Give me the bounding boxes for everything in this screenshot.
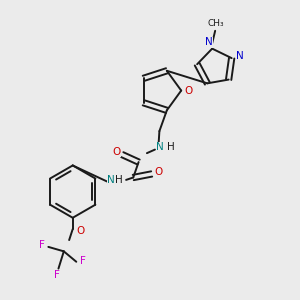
Text: N: N bbox=[205, 37, 212, 47]
Text: CH₃: CH₃ bbox=[207, 19, 224, 28]
Text: O: O bbox=[76, 226, 84, 236]
Text: O: O bbox=[112, 147, 120, 157]
Text: O: O bbox=[154, 167, 162, 177]
Text: O: O bbox=[184, 86, 193, 96]
Text: H: H bbox=[115, 176, 122, 185]
Text: N: N bbox=[107, 176, 115, 185]
Text: F: F bbox=[54, 270, 60, 280]
Text: N: N bbox=[156, 142, 164, 152]
Text: F: F bbox=[80, 256, 86, 266]
Text: F: F bbox=[39, 240, 45, 250]
Text: H: H bbox=[167, 142, 174, 152]
Text: N: N bbox=[236, 51, 244, 61]
